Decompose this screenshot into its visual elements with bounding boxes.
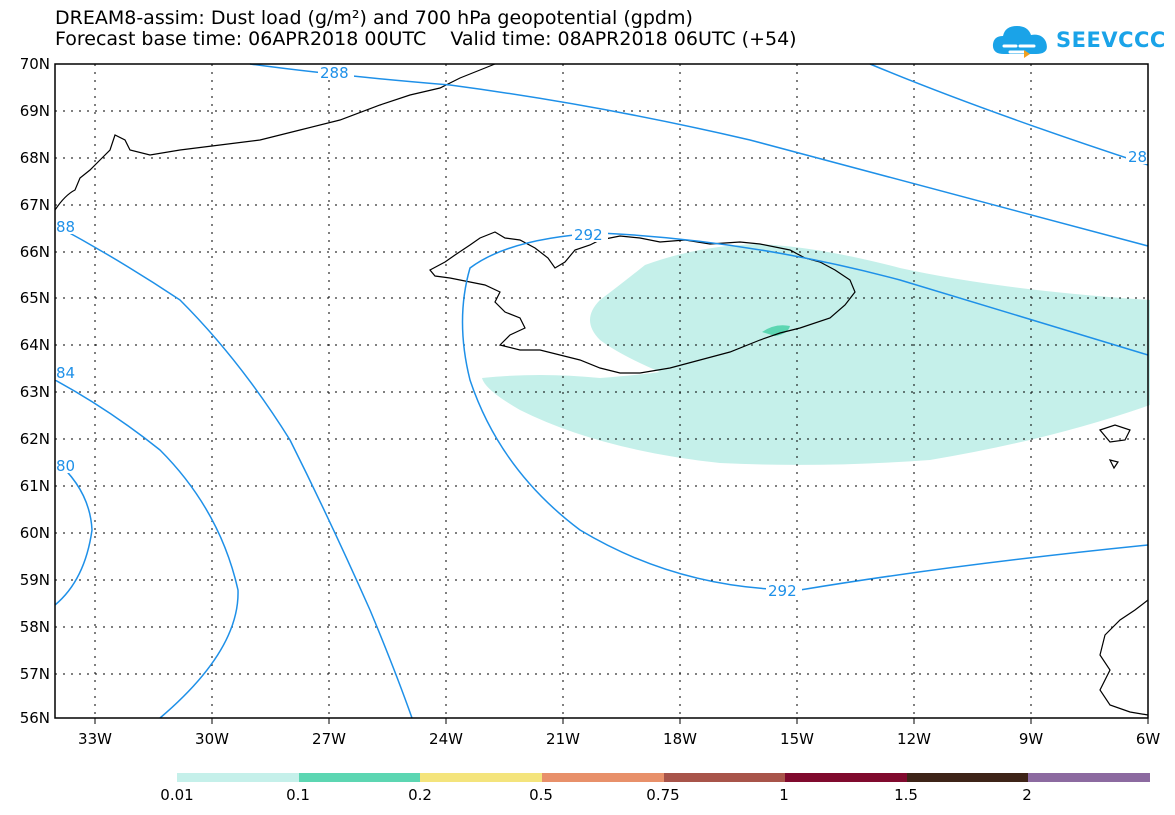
- axis-ticks: [94, 718, 1149, 724]
- lon-label: 33W: [78, 730, 112, 748]
- lat-label: 69N: [19, 102, 50, 120]
- lat-label: 65N: [19, 289, 50, 307]
- lon-label: 9W: [1018, 730, 1044, 748]
- lat-label: 61N: [19, 477, 50, 495]
- graticule: [55, 64, 1148, 718]
- colorbar-label: 2: [1022, 786, 1032, 804]
- contour-label-284: 84: [56, 364, 75, 382]
- contour-label-88: 88: [56, 218, 75, 236]
- lat-label: 66N: [19, 243, 50, 261]
- contour-label-288: 288: [320, 64, 349, 82]
- lat-label: 57N: [19, 665, 50, 683]
- lat-label: 60N: [19, 524, 50, 542]
- contour-288-ne: [869, 63, 1149, 166]
- contour-288-west: [54, 224, 413, 719]
- colorbar-swatch: [177, 773, 299, 782]
- dust-plume-area: [482, 244, 1150, 465]
- contour-284: [54, 379, 239, 719]
- lat-label: 67N: [19, 196, 50, 214]
- colorbar-swatch: [785, 773, 907, 782]
- geopotential-contours: [54, 63, 1149, 719]
- lat-label: 70N: [19, 55, 50, 73]
- colorbar-label: 1.5: [894, 786, 918, 804]
- contour-labels: 288 28 88 292 292 84 80: [55, 64, 1148, 600]
- lon-label: 27W: [312, 730, 346, 748]
- colorbar-swatch: [906, 773, 1029, 782]
- lon-label: 6W: [1135, 730, 1161, 748]
- contour-label-28: 28: [1128, 148, 1147, 166]
- greenland-coast: [54, 63, 496, 211]
- dust-plume-highlight: [762, 325, 790, 336]
- lon-label: 30W: [195, 730, 229, 748]
- lat-label: 68N: [19, 149, 50, 167]
- colorbar-swatch: [663, 773, 786, 782]
- lon-label: 24W: [429, 730, 463, 748]
- coastlines: [54, 63, 1149, 716]
- lat-label: 59N: [19, 571, 50, 589]
- faroe-islands: [1098, 424, 1131, 470]
- cloud-icon: [992, 26, 1047, 58]
- map-subtitle: Forecast base time: 06APR2018 00UTC Vali…: [55, 28, 797, 50]
- colorbar-label: 0.75: [646, 786, 680, 804]
- contour-label-292-top: 292: [574, 226, 603, 244]
- colorbar-label: 1: [779, 786, 789, 804]
- colorbar-label: 0.5: [529, 786, 553, 804]
- lat-label: 58N: [19, 618, 50, 636]
- map-title: DREAM8-assim: Dust load (g/m²) and 700 h…: [55, 7, 693, 29]
- seevccc-logo: SEEVCCC: [990, 22, 1165, 58]
- colorbar-label: 0.2: [408, 786, 432, 804]
- map-frame: [54, 63, 1149, 719]
- colorbar-label: 0.1: [286, 786, 310, 804]
- lat-label: 56N: [19, 709, 50, 727]
- lon-label: 12W: [897, 730, 931, 748]
- iceland-coast: [429, 231, 856, 374]
- lat-label: 62N: [19, 430, 50, 448]
- lat-label: 63N: [19, 383, 50, 401]
- colorbar-swatch: [1028, 773, 1150, 782]
- colorbar-swatch: [541, 773, 664, 782]
- colorbar: [177, 773, 1150, 782]
- contour-280: [54, 459, 93, 606]
- contour-label-292-bottom: 292: [768, 582, 797, 600]
- lat-label: 64N: [19, 336, 50, 354]
- scotland-coast: [1099, 599, 1149, 716]
- contour-288-north: [249, 63, 1149, 247]
- colorbar-swatch: [298, 773, 421, 782]
- lon-label: 18W: [663, 730, 697, 748]
- colorbar-label: 0.01: [160, 786, 194, 804]
- lon-label: 15W: [780, 730, 814, 748]
- contour-label-280: 80: [56, 457, 75, 475]
- logo-text: SEEVCCC: [1056, 28, 1166, 52]
- lon-label: 21W: [546, 730, 580, 748]
- colorbar-swatch: [420, 773, 542, 782]
